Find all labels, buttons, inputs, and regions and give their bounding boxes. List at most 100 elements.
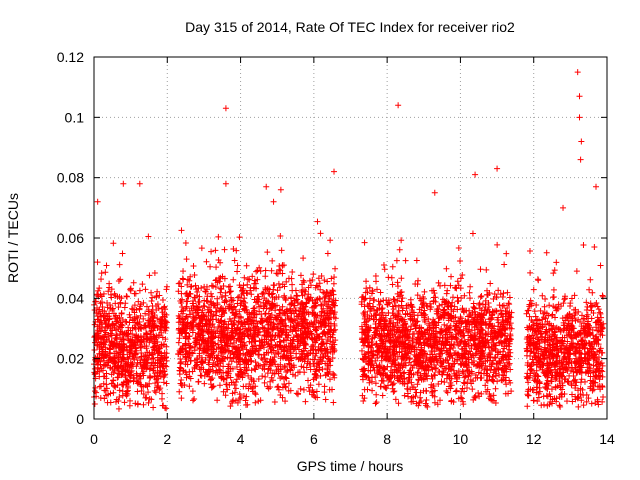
data-point [459, 306, 466, 313]
data-point [132, 350, 139, 357]
data-point [443, 265, 450, 272]
data-point [479, 338, 486, 345]
data-point [369, 374, 376, 381]
data-point [488, 329, 495, 336]
data-point [190, 303, 197, 310]
data-point [305, 377, 312, 384]
data-point [134, 378, 141, 385]
data-point [287, 324, 294, 331]
data-point [281, 363, 288, 370]
data-point [103, 385, 110, 392]
data-point [264, 249, 271, 256]
data-point [277, 392, 284, 399]
data-point [294, 300, 301, 307]
data-point [117, 328, 124, 335]
data-point [176, 314, 183, 321]
data-point [285, 332, 292, 339]
data-point [453, 324, 460, 331]
data-point [460, 309, 467, 316]
data-point [103, 375, 110, 382]
data-point [463, 341, 470, 348]
data-point [289, 308, 296, 315]
data-point [326, 310, 333, 317]
data-point [112, 363, 119, 370]
data-point [225, 303, 232, 310]
data-point [104, 359, 111, 366]
data-point [273, 270, 280, 277]
data-point [390, 337, 397, 344]
data-point [553, 259, 560, 266]
data-point [471, 341, 478, 348]
data-point [586, 345, 593, 352]
data-point [322, 371, 329, 378]
data-point [205, 309, 212, 316]
data-point [569, 391, 576, 398]
data-point [422, 367, 429, 374]
data-point [276, 331, 283, 338]
data-point [316, 361, 323, 368]
data-point [208, 248, 215, 255]
data-point [394, 279, 401, 286]
data-point [274, 287, 281, 294]
data-point [252, 391, 259, 398]
data-point [207, 322, 214, 329]
data-point [254, 276, 261, 283]
data-point [236, 354, 243, 361]
data-point [216, 382, 223, 389]
data-point [359, 392, 366, 399]
data-point [398, 317, 405, 324]
data-point [241, 295, 248, 302]
data-point [154, 288, 161, 295]
data-point [255, 351, 262, 358]
data-point [446, 353, 453, 360]
data-point [218, 350, 225, 357]
data-point [178, 227, 185, 234]
data-point [569, 398, 576, 405]
data-point [99, 299, 106, 306]
data-point [406, 367, 413, 374]
data-point [180, 307, 187, 314]
data-point [252, 359, 259, 366]
data-point [502, 363, 509, 370]
data-point [463, 363, 470, 370]
data-point [134, 401, 141, 408]
data-point [137, 372, 144, 379]
data-point [115, 374, 122, 381]
data-point [309, 277, 316, 284]
data-point [400, 356, 407, 363]
data-point [114, 382, 121, 389]
data-point [251, 337, 258, 344]
data-point [580, 392, 587, 399]
data-point [256, 351, 263, 358]
data-point [430, 316, 437, 323]
data-point [159, 297, 166, 304]
data-point [329, 307, 336, 314]
data-point [417, 372, 424, 379]
data-point [245, 385, 252, 392]
data-point [405, 350, 412, 357]
data-point [530, 286, 537, 293]
data-point [598, 328, 605, 335]
data-point [153, 384, 160, 391]
data-point [312, 346, 319, 353]
data-point [268, 374, 275, 381]
data-point [495, 287, 502, 294]
data-point [474, 362, 481, 369]
data-point [123, 319, 130, 326]
data-point [401, 375, 408, 382]
data-point [152, 389, 159, 396]
data-point [239, 371, 246, 378]
data-point [596, 309, 603, 316]
data-point [156, 326, 163, 333]
data-point [484, 355, 491, 362]
data-point [451, 358, 458, 365]
data-point [162, 362, 169, 369]
data-point [494, 378, 501, 385]
data-point [581, 325, 588, 332]
data-point [313, 296, 320, 303]
data-point [492, 354, 499, 361]
data-point [96, 350, 103, 357]
data-point [472, 311, 479, 318]
data-point [199, 316, 206, 323]
data-point [288, 317, 295, 324]
